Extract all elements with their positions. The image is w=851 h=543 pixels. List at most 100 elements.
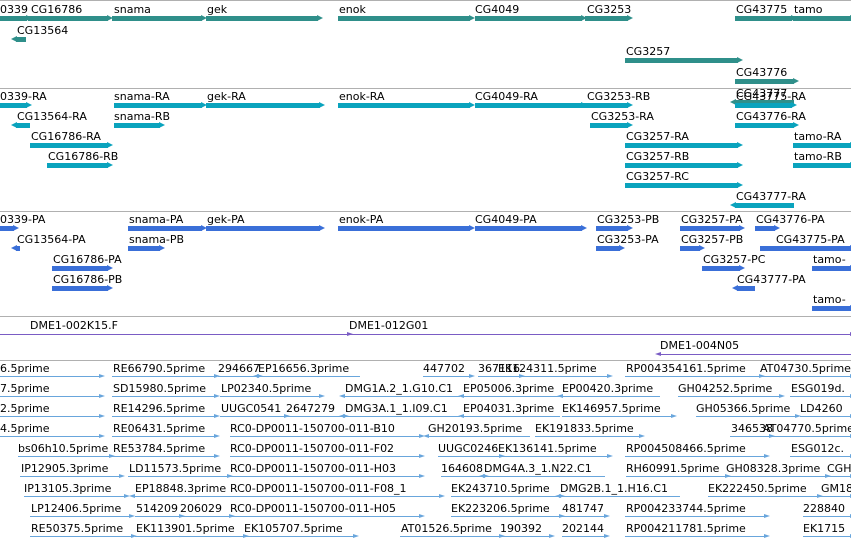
feature-label[interactable]: GH04252.5prime	[678, 382, 773, 395]
feature-label[interactable]: IP12905.3prime	[21, 462, 109, 475]
feature-label[interactable]: CG4049-PA	[475, 213, 537, 226]
feature-label[interactable]: 7.5prime	[0, 382, 50, 395]
feature-bar[interactable]	[735, 103, 792, 108]
feature-bar[interactable]	[244, 536, 354, 537]
feature-label[interactable]: DME1-004N05	[660, 339, 740, 352]
feature-bar[interactable]	[20, 476, 120, 477]
feature-label[interactable]: ESG019d.	[791, 382, 845, 395]
feature-bar[interactable]	[735, 16, 792, 21]
feature-bar[interactable]	[760, 246, 851, 251]
feature-label[interactable]: EK105707.5prime	[244, 522, 343, 535]
feature-label[interactable]: CG3257-RB	[626, 150, 690, 163]
feature-label[interactable]: UUGC0246	[438, 442, 499, 455]
feature-label[interactable]: CG13564-RA	[17, 110, 87, 123]
feature-bar[interactable]	[737, 286, 755, 291]
feature-bar[interactable]	[678, 396, 780, 397]
feature-bar[interactable]	[338, 16, 470, 21]
feature-bar[interactable]	[625, 163, 738, 168]
feature-bar[interactable]	[112, 376, 215, 377]
feature-bar[interactable]	[400, 536, 500, 537]
feature-bar[interactable]	[344, 416, 460, 417]
feature-label[interactable]: enok-PA	[339, 213, 384, 226]
feature-label[interactable]: 190392	[500, 522, 542, 535]
feature-label[interactable]: snama	[114, 3, 151, 16]
feature-label[interactable]: RC0-DP0011-150700-011-F08_1	[230, 482, 407, 495]
feature-bar[interactable]	[793, 16, 851, 21]
feature-bar[interactable]	[338, 226, 470, 231]
feature-label[interactable]: RH60991.5prime	[626, 462, 720, 475]
feature-label[interactable]: EK243710.5prime	[451, 482, 550, 495]
feature-label[interactable]: GH20193.5prime	[428, 422, 523, 435]
feature-label[interactable]: 228840	[803, 502, 845, 515]
feature-bar[interactable]	[114, 123, 160, 128]
feature-label[interactable]: LD4260	[800, 402, 843, 415]
feature-label[interactable]: snama-PA	[129, 213, 184, 226]
feature-bar[interactable]	[625, 516, 765, 517]
feature-label[interactable]: RE14296.5prime	[113, 402, 206, 415]
feature-bar[interactable]	[438, 456, 500, 457]
feature-bar[interactable]	[112, 416, 215, 417]
feature-bar[interactable]	[206, 226, 320, 231]
feature-bar[interactable]	[30, 143, 108, 148]
feature-bar[interactable]	[348, 334, 851, 335]
feature-label[interactable]: DMG3A.1_1.I09.C1	[345, 402, 448, 415]
feature-bar[interactable]	[498, 456, 608, 457]
feature-bar[interactable]	[47, 163, 108, 168]
feature-bar[interactable]	[562, 516, 605, 517]
feature-label[interactable]: EP04031.3prime	[463, 402, 555, 415]
feature-bar[interactable]	[28, 16, 108, 21]
feature-bar[interactable]	[735, 123, 794, 128]
feature-label[interactable]: DME1-002K15.F	[30, 319, 118, 332]
feature-label[interactable]: EK124311.5prime	[498, 362, 597, 375]
feature-label[interactable]: 164608	[441, 462, 483, 475]
feature-bar[interactable]	[112, 396, 215, 397]
feature-label[interactable]: 202144	[562, 522, 604, 535]
feature-bar[interactable]	[730, 436, 770, 437]
feature-label[interactable]: 206029	[180, 502, 222, 515]
feature-label[interactable]: EK1715	[803, 522, 846, 535]
feature-bar[interactable]	[30, 536, 132, 537]
feature-bar[interactable]	[16, 246, 20, 251]
feature-bar[interactable]	[812, 266, 851, 271]
feature-bar[interactable]	[702, 266, 740, 271]
feature-label[interactable]: AT04770.5prime	[763, 422, 851, 435]
feature-bar[interactable]	[344, 396, 460, 397]
feature-label[interactable]: 2.5prime	[0, 402, 50, 415]
feature-label[interactable]: CG3257-RC	[626, 170, 689, 183]
feature-label[interactable]: RP004508466.5prime	[626, 442, 746, 455]
feature-label[interactable]: CG3253-PB	[597, 213, 660, 226]
feature-bar[interactable]	[135, 536, 244, 537]
feature-label[interactable]: EK113901.5prime	[136, 522, 235, 535]
feature-label[interactable]: 6.5prime	[0, 362, 50, 375]
feature-bar[interactable]	[625, 456, 765, 457]
feature-label[interactable]: LD11573.5prime	[129, 462, 222, 475]
feature-label[interactable]: 346538	[731, 422, 773, 435]
feature-label[interactable]: EK136141.5prime	[498, 442, 597, 455]
feature-label[interactable]: GH05366.5prime	[696, 402, 791, 415]
feature-bar[interactable]	[475, 226, 582, 231]
feature-label[interactable]: CG4049	[475, 3, 520, 16]
feature-label[interactable]: tamo-	[813, 253, 846, 266]
feature-bar[interactable]	[0, 396, 100, 397]
feature-label[interactable]: RP004233744.5prime	[626, 502, 746, 515]
feature-label[interactable]: GM18	[821, 482, 851, 495]
feature-label[interactable]: 367116	[478, 362, 520, 375]
feature-bar[interactable]	[560, 496, 680, 497]
feature-label[interactable]: RC0-DP0011-150700-011-B10	[230, 422, 395, 435]
feature-label[interactable]: gek-RA	[207, 90, 246, 103]
feature-bar[interactable]	[134, 496, 234, 497]
feature-label[interactable]: CGH	[827, 462, 851, 475]
feature-label[interactable]: RE53784.5prime	[113, 442, 206, 455]
feature-bar[interactable]	[180, 516, 230, 517]
feature-bar[interactable]	[475, 16, 582, 21]
feature-bar[interactable]	[52, 286, 108, 291]
feature-bar[interactable]	[625, 58, 738, 63]
feature-label[interactable]: 4.5prime	[0, 422, 50, 435]
feature-label[interactable]: enok	[339, 3, 366, 16]
feature-label[interactable]: LP02340.5prime	[221, 382, 312, 395]
feature-bar[interactable]	[0, 16, 27, 21]
feature-label[interactable]: CG13564-PA	[17, 233, 86, 246]
feature-label[interactable]: 481747	[562, 502, 604, 515]
feature-bar[interactable]	[596, 246, 620, 251]
feature-label[interactable]: tamo-RA	[794, 130, 842, 143]
